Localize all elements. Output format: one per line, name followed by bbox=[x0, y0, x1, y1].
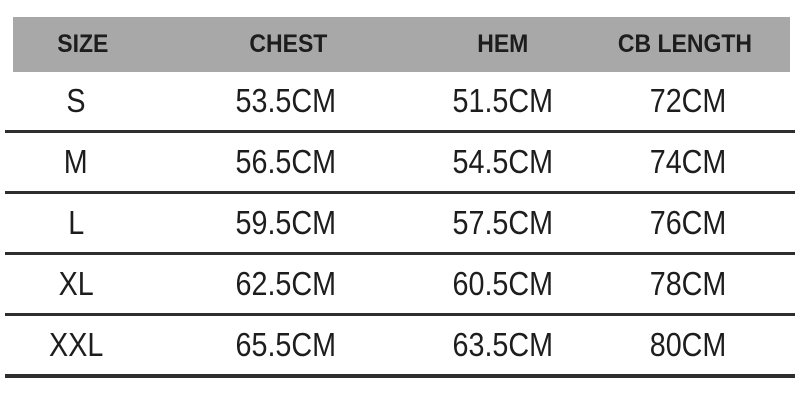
cell-size-value: S bbox=[66, 82, 86, 119]
cell-chest: 59.5CM bbox=[147, 204, 424, 242]
table-row-xl: XL 62.5CM 60.5CM 78CM bbox=[5, 255, 795, 316]
cell-cb-length: 72CM bbox=[582, 82, 795, 120]
cell-size: XL bbox=[5, 265, 147, 303]
table-header-row: SIZE CHEST HEM CB LENGTH bbox=[13, 17, 790, 72]
cell-size: XXL bbox=[5, 326, 147, 364]
cell-hem: 57.5CM bbox=[424, 204, 582, 242]
size-chart-table: SIZE CHEST HEM CB LENGTH S 53.5CM 51.5CM… bbox=[5, 17, 795, 378]
cell-size-value: XL bbox=[58, 265, 94, 302]
table-row-m: M 56.5CM 54.5CM 74CM bbox=[5, 133, 795, 194]
column-header-size: SIZE bbox=[13, 30, 153, 59]
cell-size-value: XXL bbox=[48, 326, 104, 363]
table-row-l: L 59.5CM 57.5CM 76CM bbox=[5, 194, 795, 255]
cell-cb-length-value: 76CM bbox=[650, 204, 727, 241]
cell-chest: 56.5CM bbox=[147, 143, 424, 181]
cell-size-value: L bbox=[68, 204, 85, 241]
cell-cb-length-value: 72CM bbox=[650, 82, 727, 119]
cell-cb-length: 74CM bbox=[582, 143, 795, 181]
cell-chest-value: 62.5CM bbox=[235, 265, 336, 302]
column-header-cb-length: CB LENGTH bbox=[580, 30, 790, 59]
cell-size: S bbox=[5, 82, 147, 120]
column-header-chest-label: CHEST bbox=[249, 30, 328, 58]
column-header-hem-label: HEM bbox=[476, 30, 529, 58]
cell-chest-value: 56.5CM bbox=[235, 143, 336, 180]
cell-hem-value: 51.5CM bbox=[452, 82, 553, 119]
cell-hem: 60.5CM bbox=[424, 265, 582, 303]
cell-chest: 53.5CM bbox=[147, 82, 424, 120]
cell-chest-value: 59.5CM bbox=[235, 204, 336, 241]
cell-cb-length: 78CM bbox=[582, 265, 795, 303]
column-header-chest: CHEST bbox=[153, 30, 425, 59]
cell-hem-value: 60.5CM bbox=[452, 265, 553, 302]
table-row-s: S 53.5CM 51.5CM 72CM bbox=[5, 72, 795, 133]
column-header-cb-length-label: CB LENGTH bbox=[617, 30, 753, 58]
cell-chest-value: 53.5CM bbox=[235, 82, 336, 119]
cell-chest: 65.5CM bbox=[147, 326, 424, 364]
column-header-hem: HEM bbox=[425, 30, 580, 59]
cell-cb-length-value: 80CM bbox=[650, 326, 727, 363]
cell-hem: 63.5CM bbox=[424, 326, 582, 364]
cell-size: M bbox=[5, 143, 147, 181]
cell-size: L bbox=[5, 204, 147, 242]
cell-cb-length-value: 74CM bbox=[650, 143, 727, 180]
cell-hem: 54.5CM bbox=[424, 143, 582, 181]
cell-hem-value: 63.5CM bbox=[452, 326, 553, 363]
column-header-size-label: SIZE bbox=[57, 30, 109, 58]
table-row-xxl: XXL 65.5CM 63.5CM 80CM bbox=[5, 316, 795, 378]
cell-hem: 51.5CM bbox=[424, 82, 582, 120]
cell-hem-value: 54.5CM bbox=[452, 143, 553, 180]
cell-chest-value: 65.5CM bbox=[235, 326, 336, 363]
cell-cb-length: 80CM bbox=[582, 326, 795, 364]
cell-cb-length-value: 78CM bbox=[650, 265, 727, 302]
cell-cb-length: 76CM bbox=[582, 204, 795, 242]
cell-size-value: M bbox=[64, 143, 89, 180]
cell-chest: 62.5CM bbox=[147, 265, 424, 303]
cell-hem-value: 57.5CM bbox=[452, 204, 553, 241]
